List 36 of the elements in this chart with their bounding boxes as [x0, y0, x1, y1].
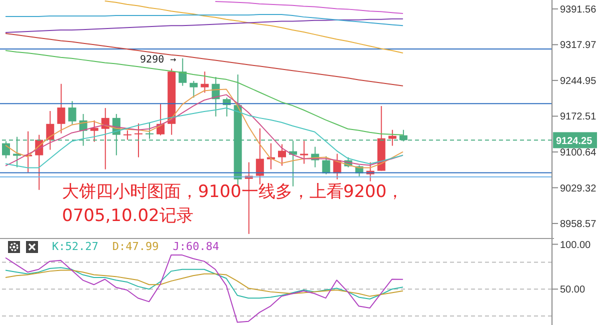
candlestick	[388, 129, 396, 146]
y-tick-label: 9244.95	[560, 76, 597, 87]
line-series	[5, 254, 404, 323]
annotation: 0705,10.02记录	[62, 205, 194, 228]
series-label: K:52.27	[52, 240, 98, 253]
y-tick-label: 8958.57	[560, 219, 597, 230]
line-series	[104, 0, 404, 54]
candlestick	[90, 120, 98, 142]
candlestick	[322, 156, 330, 175]
line-series	[5, 14, 404, 26]
line-series	[5, 18, 404, 33]
series-label: J:60.84	[172, 240, 220, 253]
candlestick	[46, 110, 54, 150]
candlestick	[123, 130, 132, 140]
y-tick-label: 9029.32	[560, 183, 597, 194]
ref-line-label: 9124.25	[556, 136, 593, 148]
candlestick	[256, 128, 264, 185]
candlestick	[178, 58, 187, 86]
candlestick	[57, 83, 66, 134]
candlestick	[300, 140, 308, 164]
y-tick-label: 100.00	[560, 240, 592, 251]
y-tick-label: 9100.64	[560, 148, 597, 159]
candlestick	[68, 100, 76, 125]
y-tick-label: 9172.51	[560, 112, 597, 123]
line-series	[5, 32, 404, 86]
candlestick	[134, 122, 142, 158]
text: D:47.99	[112, 240, 159, 253]
line-series	[5, 108, 404, 168]
line-series	[214, 0, 404, 14]
candlestick	[190, 80, 198, 98]
candlestick	[278, 144, 286, 166]
y-tick-label: 50.00	[560, 284, 586, 296]
candlestick	[200, 71, 209, 94]
y-tick-label: 9391.56	[560, 4, 597, 16]
y-tick-label: 9317.97	[560, 40, 597, 52]
annotation: 9290 →	[140, 54, 176, 66]
